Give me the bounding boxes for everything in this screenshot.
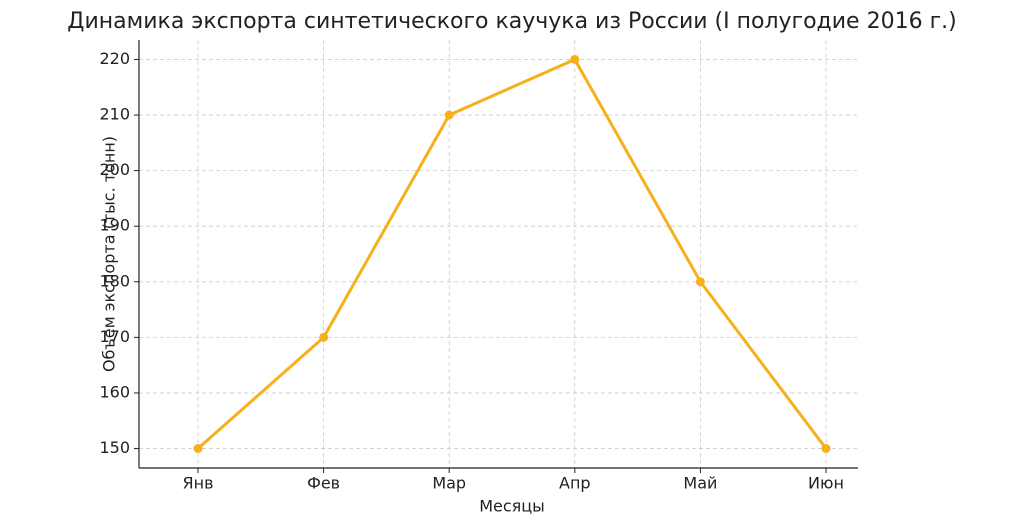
- x-tick-label: Янв: [182, 474, 213, 493]
- y-tick-label: 180: [99, 271, 130, 290]
- data-point: [570, 54, 580, 64]
- data-point: [193, 444, 203, 454]
- y-tick-label: 220: [99, 49, 130, 68]
- y-tick-label: 200: [99, 160, 130, 179]
- x-tick-label: Апр: [559, 474, 591, 493]
- y-axis-label: Объем экспорта (тыс. тонн): [100, 136, 119, 372]
- chart-title: Динамика экспорта синтетического каучука…: [67, 9, 956, 34]
- x-tick-label: Май: [683, 474, 717, 493]
- y-tick-label: 150: [99, 438, 130, 457]
- data-line: [197, 57, 828, 450]
- x-axis-label: Месяцы: [479, 497, 545, 516]
- data-point: [444, 110, 454, 120]
- y-tick-label: 210: [99, 105, 130, 124]
- data-point: [319, 332, 329, 342]
- x-tick-label: Июн: [808, 474, 844, 493]
- x-tick-label: Мар: [432, 474, 466, 493]
- y-tick-label: 190: [99, 216, 130, 235]
- y-tick-label: 170: [99, 327, 130, 346]
- data-point: [821, 444, 831, 454]
- x-tick-label: Фев: [307, 474, 340, 493]
- data-point: [695, 277, 705, 287]
- y-tick-label: 160: [99, 382, 130, 401]
